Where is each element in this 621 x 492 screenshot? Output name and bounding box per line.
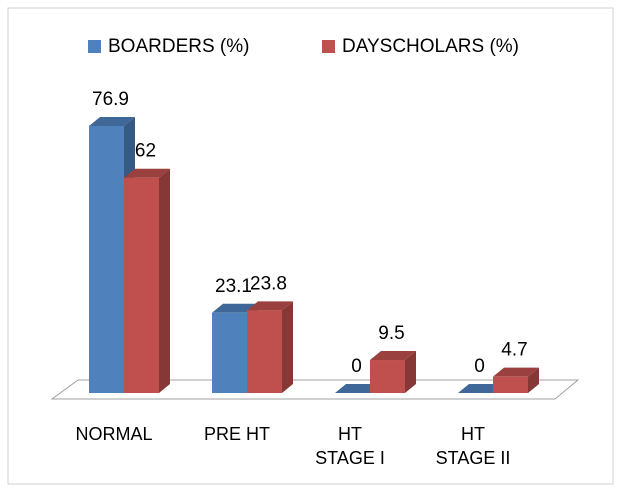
bar-front xyxy=(89,126,124,393)
bar-top xyxy=(458,384,504,393)
bar-top xyxy=(124,168,170,178)
data-label: 76.9 xyxy=(92,89,129,110)
bar-front xyxy=(124,177,159,393)
bar xyxy=(124,168,170,393)
x-tick-label: HT STAGE I xyxy=(315,424,385,468)
bar xyxy=(370,351,416,393)
bar-top xyxy=(247,301,293,311)
legend-label: BOARDERS (%) xyxy=(108,36,249,57)
bar-top xyxy=(212,303,258,313)
bar xyxy=(493,367,539,393)
bar-side xyxy=(282,301,293,393)
bar-front xyxy=(212,312,247,393)
bar-top xyxy=(370,351,416,361)
bar-front xyxy=(247,310,282,393)
legend-swatch xyxy=(322,40,335,53)
bar-front xyxy=(370,360,405,393)
bar xyxy=(247,301,293,393)
bar-side xyxy=(528,367,539,393)
x-tick-label: NORMAL xyxy=(75,424,153,444)
data-label: 0 xyxy=(474,356,485,377)
x-tick-label: PRE HT xyxy=(203,424,270,444)
data-label: 4.7 xyxy=(501,340,527,361)
x-tick-label: HT STAGE II xyxy=(435,424,511,468)
floor xyxy=(50,379,580,400)
bar-top xyxy=(335,384,381,393)
bar-side xyxy=(405,351,416,393)
bar xyxy=(335,384,381,393)
data-label: 0 xyxy=(351,356,362,377)
data-label: 23.1 xyxy=(215,276,252,297)
data-label: 62 xyxy=(135,141,156,162)
bar-side xyxy=(159,168,170,393)
bar-top xyxy=(89,117,135,126)
legend-swatch xyxy=(88,40,101,53)
bar-top xyxy=(493,367,539,377)
legend-label: DAYSCHOLARS (%) xyxy=(342,36,519,57)
data-label: 23.8 xyxy=(250,273,287,294)
bar xyxy=(458,384,504,393)
data-label: 9.5 xyxy=(378,323,404,344)
bar-front xyxy=(493,376,528,393)
